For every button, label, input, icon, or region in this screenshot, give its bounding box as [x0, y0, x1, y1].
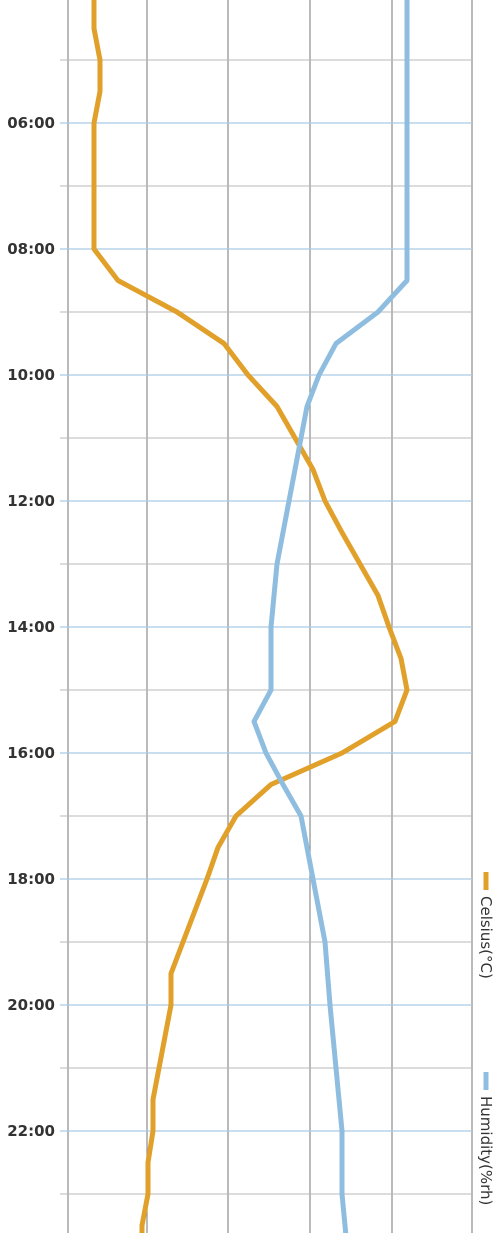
legend-label: Humidity(%rh) [477, 1096, 495, 1205]
time-tick-label: 14:00 [7, 618, 55, 636]
legend: Celsius(°C) Humidity(%rh) [477, 872, 495, 1205]
time-tick-label: 10:00 [7, 366, 55, 384]
legend-celsius: Celsius(°C) [477, 872, 495, 979]
time-tick-label: 12:00 [7, 492, 55, 510]
humidity-series-line [251, 0, 410, 1233]
time-tick-label: 08:00 [7, 240, 55, 258]
legend-label: Celsius(°C) [477, 896, 495, 979]
time-tick-label: 16:00 [7, 744, 55, 762]
time-tick-label: 20:00 [7, 996, 55, 1014]
time-tick-label: 22:00 [7, 1122, 55, 1140]
time-tick-labels: 06:00 08:00 10:00 12:00 14:00 16:00 18:00 20:00… [7, 114, 55, 1140]
time-tick-label: 18:00 [7, 870, 55, 888]
time-tick-label: 06:00 [7, 114, 55, 132]
legend-humidity: Humidity(%rh) [477, 1072, 495, 1205]
celsius-series-line [91, 0, 410, 1233]
series-layer [91, 0, 410, 1233]
